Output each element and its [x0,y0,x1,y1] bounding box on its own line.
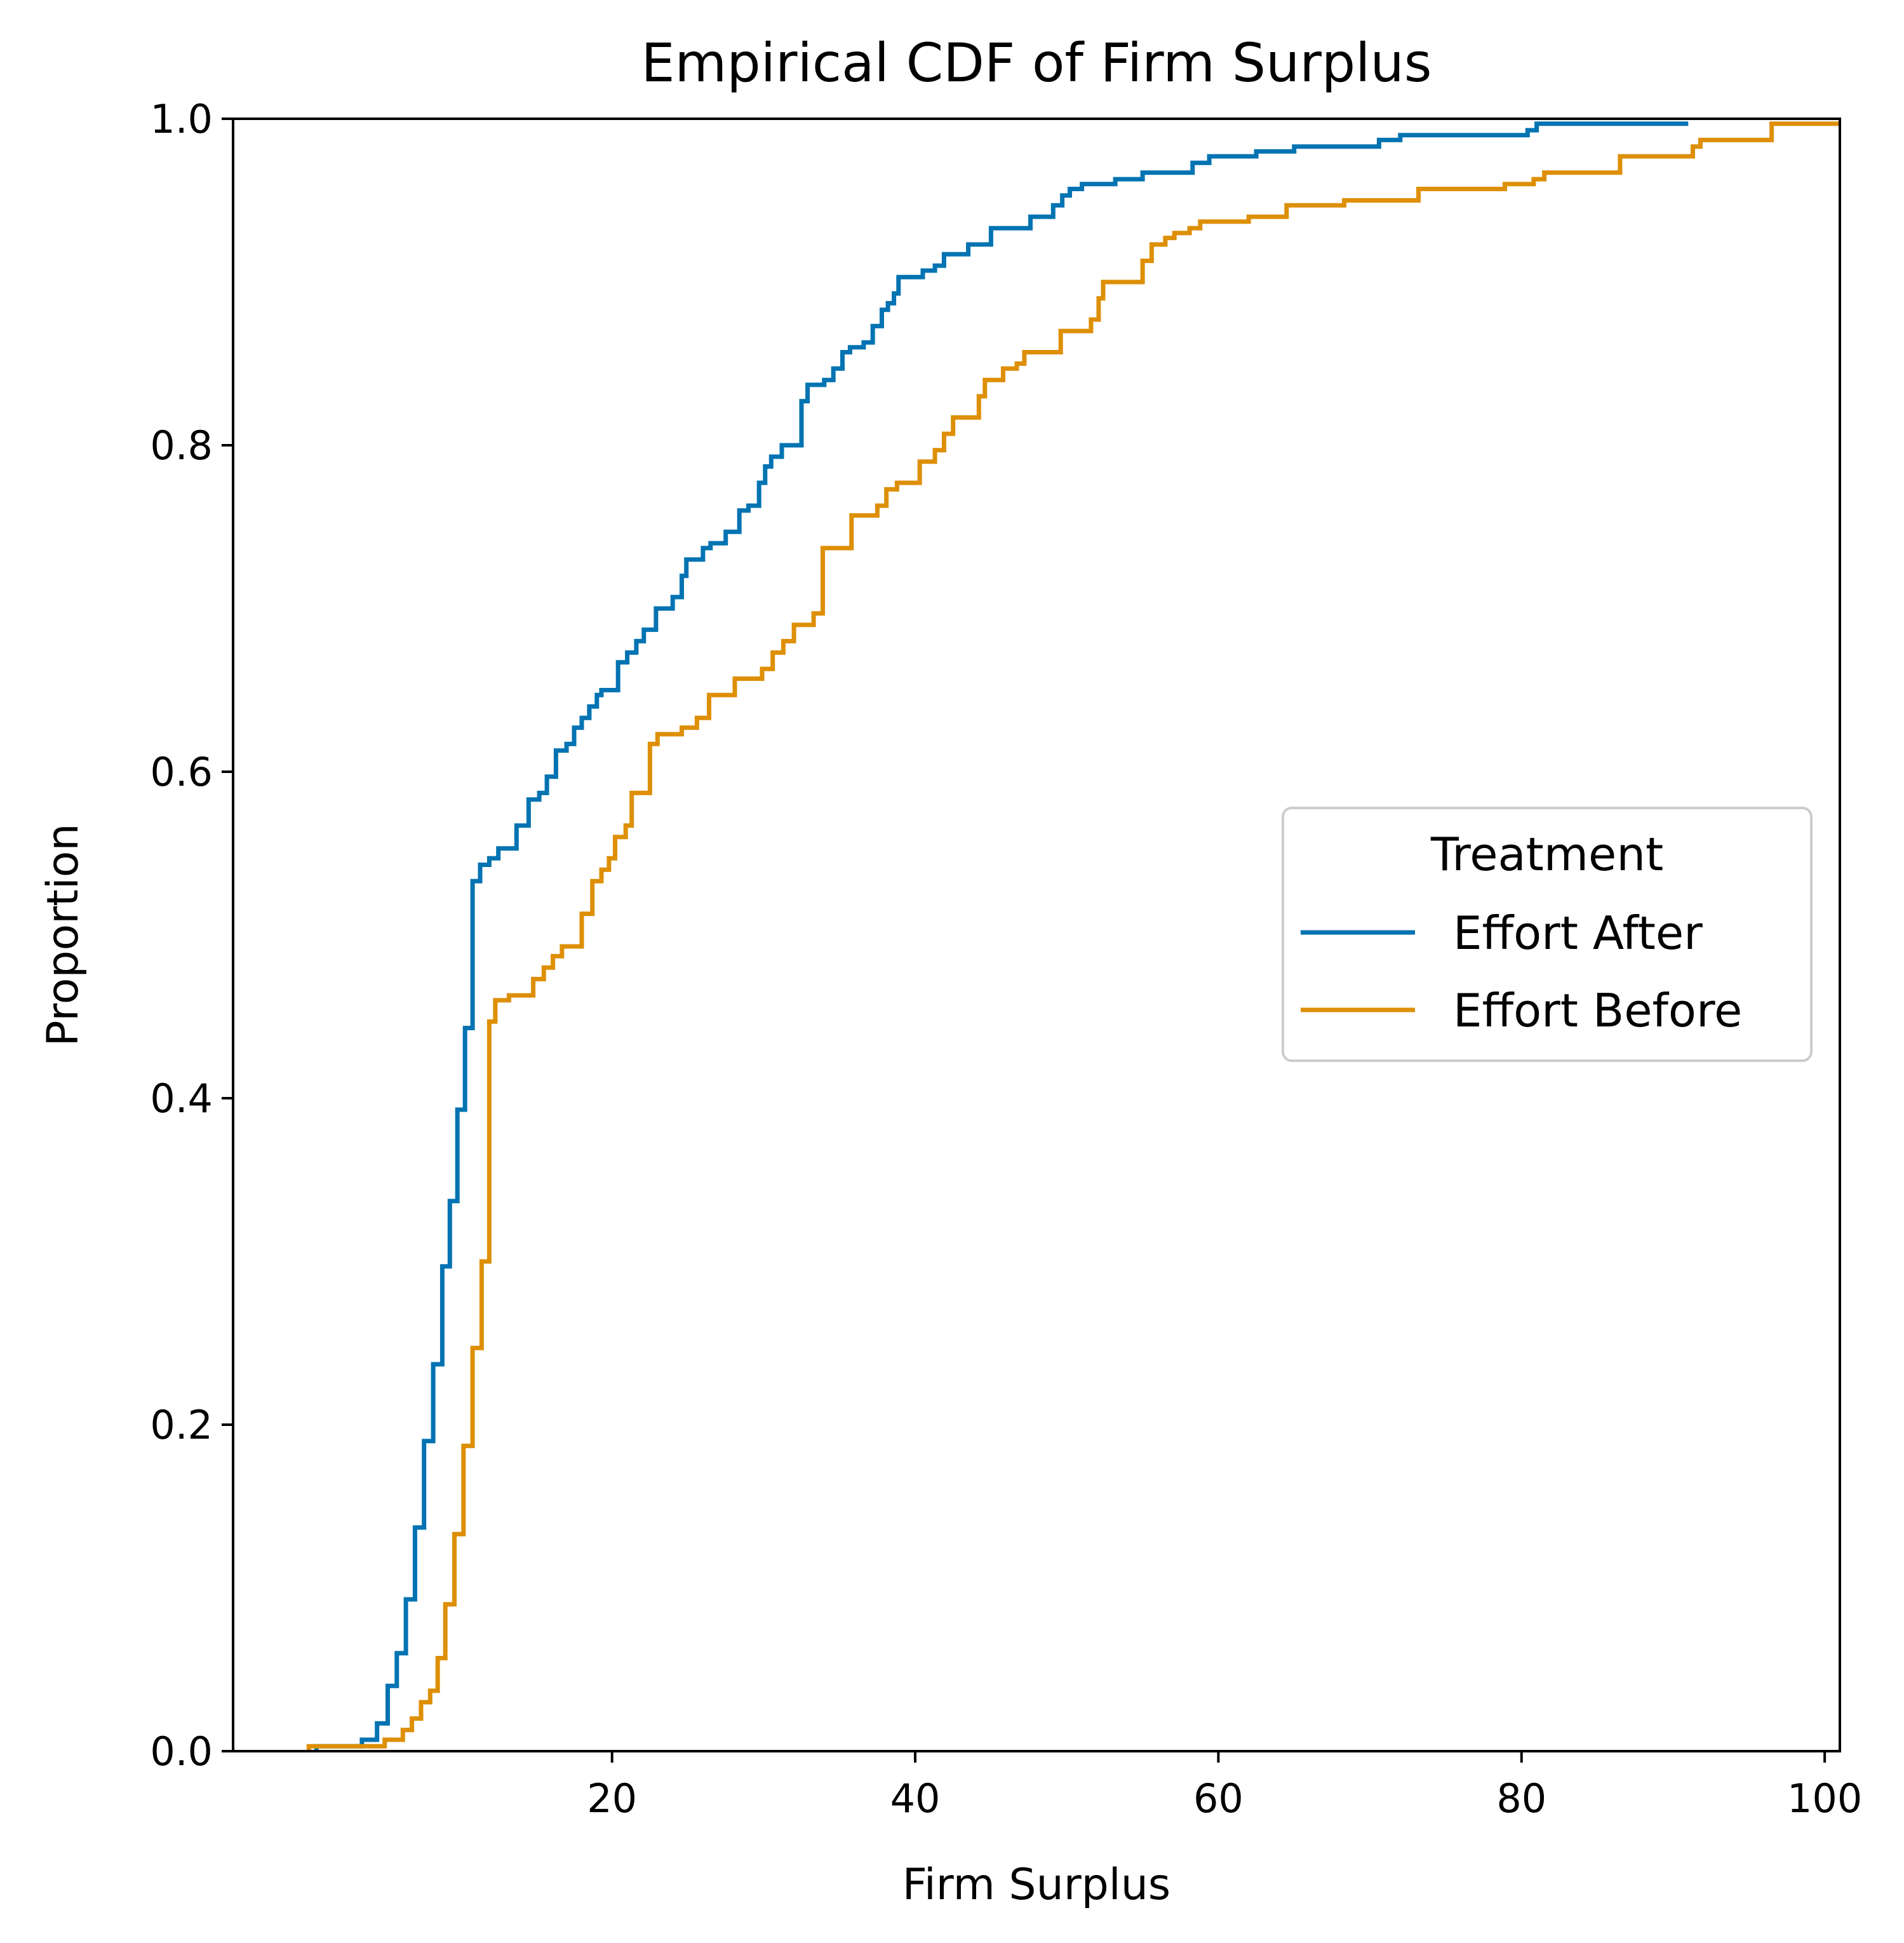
y-tick-label: 0.8 [150,422,213,469]
series-layer [306,121,1840,1751]
y-axis-label: Proportion [38,824,88,1047]
y-tick-label: 0.2 [150,1402,213,1448]
x-tick-label: 80 [1496,1775,1546,1822]
legend-box [1282,807,1813,1062]
y-tick-label: 0.6 [150,749,213,795]
series-line-effort-after [314,121,1689,1751]
series-line-effort-before [306,121,1840,1751]
chart-title: Empirical CDF of Firm Surplus [641,32,1431,94]
ticks-layer: 20 40 60 80 100 0.0 0.2 0.4 0.6 0.8 1.0 [150,96,1862,1822]
x-tick-label: 20 [587,1775,637,1822]
x-tick-label: 40 [890,1775,941,1822]
x-tick-label: 60 [1193,1775,1244,1822]
y-tick-label: 0.4 [150,1075,213,1122]
legend-label-effort-after: Effort After [1453,906,1703,960]
legend: Treatment Effort After Effort Before [1282,807,1813,1062]
y-tick-label: 1.0 [150,96,213,142]
y-tick-label: 0.0 [150,1728,213,1775]
legend-title: Treatment [1430,828,1663,881]
axes-frame [232,118,1841,1752]
legend-label-effort-before: Effort Before [1453,984,1742,1037]
x-tick-label: 100 [1787,1775,1862,1822]
x-axis-label: Firm Surplus [902,1860,1170,1910]
